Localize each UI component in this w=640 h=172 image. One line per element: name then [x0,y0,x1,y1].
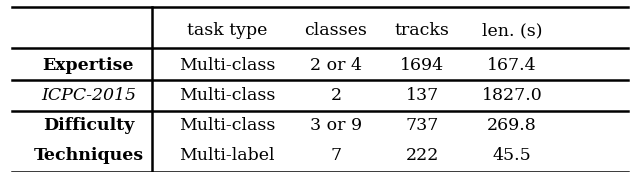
Text: Expertise: Expertise [43,57,134,74]
Text: 137: 137 [406,87,439,104]
Text: tracks: tracks [395,23,450,39]
Text: 269.8: 269.8 [487,117,537,134]
Text: 737: 737 [406,117,439,134]
Text: 222: 222 [406,147,439,164]
Text: 167.4: 167.4 [487,57,537,74]
Text: 3 or 9: 3 or 9 [310,117,362,134]
Text: 2: 2 [330,87,342,104]
Text: 1694: 1694 [401,57,444,74]
Text: Difficulty: Difficulty [43,117,134,134]
Text: Multi-class: Multi-class [179,57,275,74]
Text: Multi-class: Multi-class [179,87,275,104]
Text: 7: 7 [330,147,342,164]
Text: 45.5: 45.5 [493,147,531,164]
Text: Multi-class: Multi-class [179,117,275,134]
Text: ICPC-2015: ICPC-2015 [41,87,136,104]
Text: 2 or 4: 2 or 4 [310,57,362,74]
Text: Multi-label: Multi-label [179,147,275,164]
Text: 1827.0: 1827.0 [482,87,542,104]
Text: len. (s): len. (s) [482,23,542,39]
Text: task type: task type [187,23,268,39]
Text: classes: classes [305,23,367,39]
Text: Techniques: Techniques [33,147,143,164]
